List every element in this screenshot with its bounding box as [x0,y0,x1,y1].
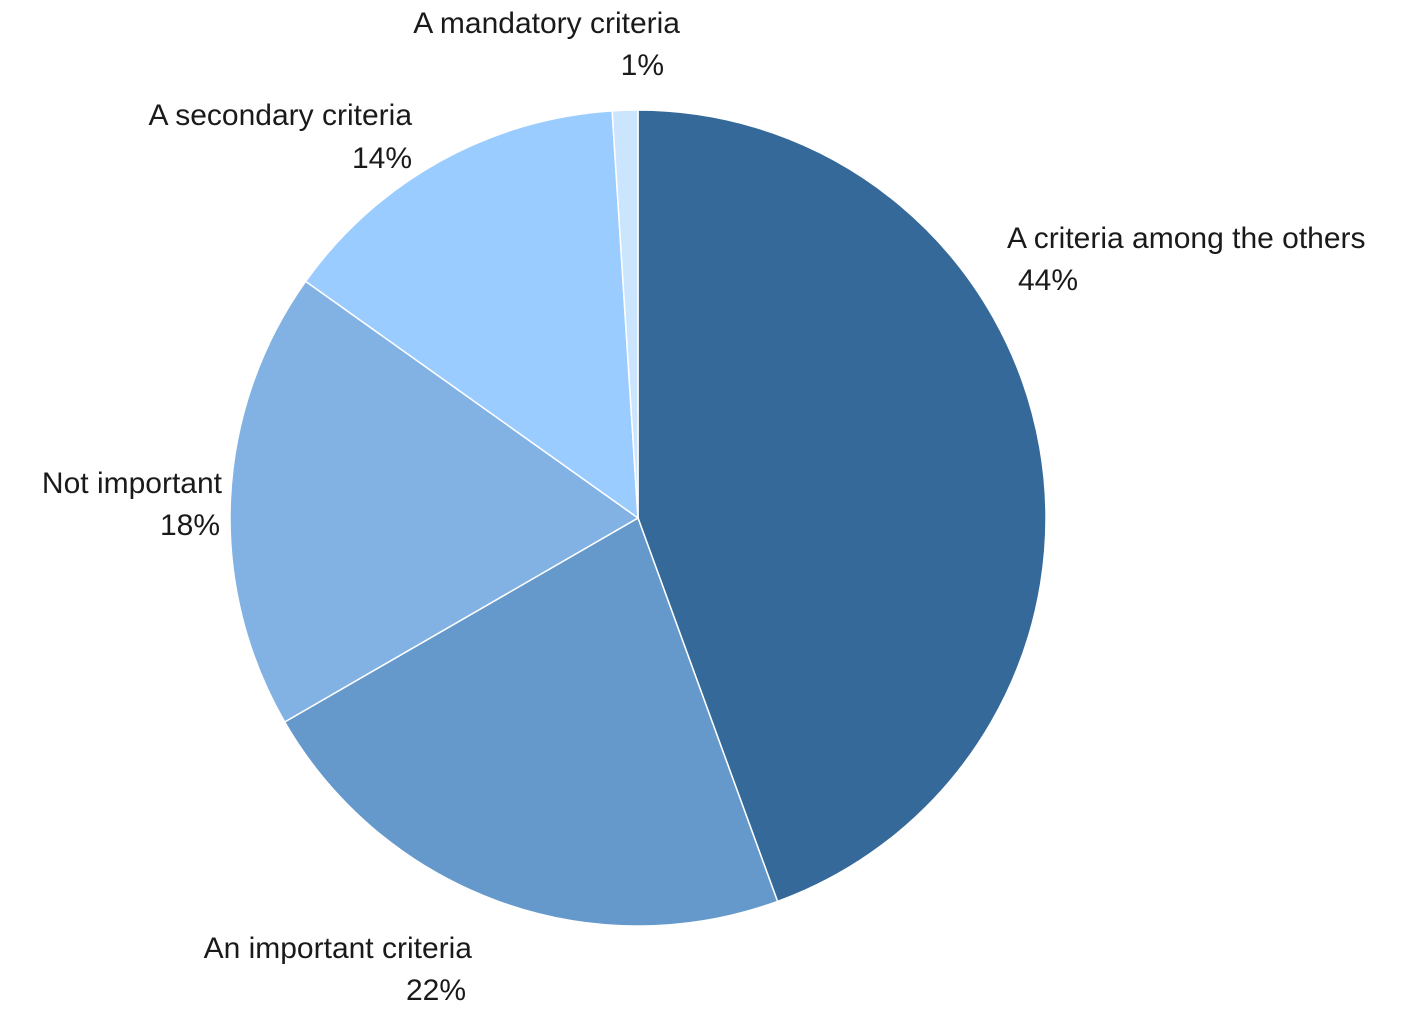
slice-value-label: 22% [406,974,466,1006]
pie-slice [304,110,639,520]
labels-layer: A criteria among the others 44% An importa… [42,7,1366,1007]
slice-value-label: 44% [1018,264,1078,297]
pie-slice [611,109,639,519]
slice-label: A mandatory criteria [413,7,680,40]
slice-label: A criteria among the others [1007,222,1366,255]
pie-slice [637,109,1047,903]
slices-layer [229,109,1047,927]
slice-label: An important criteria [204,932,473,965]
slice-label: A secondary criteria [149,99,413,132]
slice-value-label: 18% [160,509,220,542]
slice-value-label: 14% [352,142,412,175]
pie-slice [283,516,779,927]
pie-slice [229,280,640,724]
slice-label: Not important [42,467,223,500]
slice-value-label: 1% [621,49,664,82]
